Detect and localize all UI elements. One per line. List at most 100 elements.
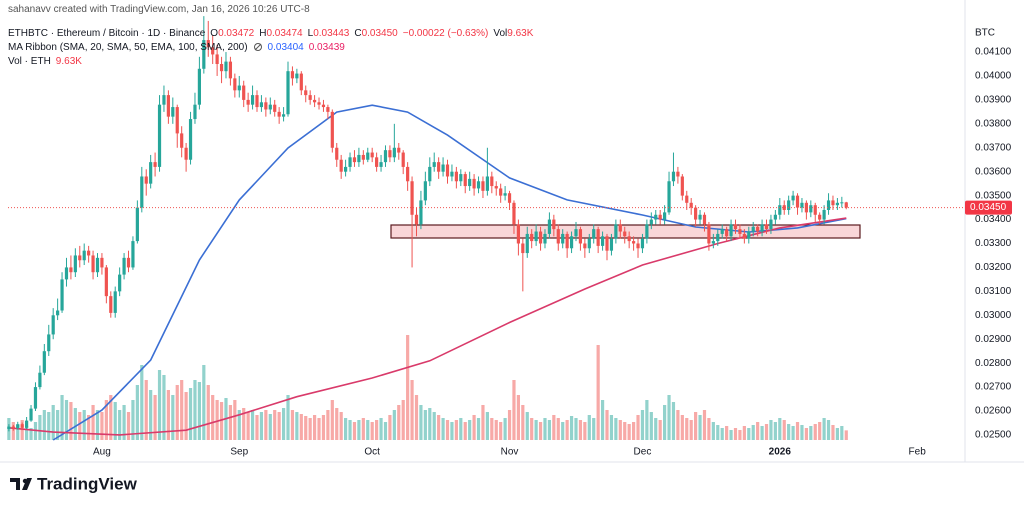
- candle-body: [224, 61, 228, 72]
- candle-body: [463, 174, 467, 187]
- y-tick-label: 0.03100: [975, 286, 1012, 297]
- candle-body: [188, 119, 193, 160]
- volume-bar: [494, 420, 498, 440]
- candle-body: [95, 257, 100, 273]
- candle-body: [228, 61, 233, 79]
- candle-body: [583, 243, 587, 249]
- volume-bar: [565, 420, 569, 440]
- volume-bar: [826, 420, 831, 440]
- symbol-row: ETHBTC · Ethereum / Bitcoin · 1D · Binan…: [8, 28, 533, 39]
- volume-bar: [25, 426, 29, 440]
- candle-body: [472, 178, 476, 189]
- candle-body: [113, 291, 117, 313]
- candle-body: [826, 200, 831, 210]
- volume-bar: [663, 405, 667, 440]
- volume-bar: [64, 400, 69, 440]
- ohlc-value: 0.03472: [218, 28, 255, 39]
- ohlc-value: 0.03443: [313, 28, 350, 39]
- volume-bar: [844, 430, 848, 440]
- candle-body: [16, 424, 20, 429]
- candle-body: [144, 176, 148, 184]
- candle-body: [445, 164, 450, 177]
- candle-body: [312, 99, 317, 103]
- candle-body: [122, 257, 126, 275]
- candle-body: [499, 188, 503, 196]
- candle-body: [47, 334, 51, 352]
- candle-body: [769, 219, 773, 230]
- volume-bar: [171, 395, 175, 440]
- x-tick-label: Aug: [93, 447, 111, 458]
- candle-body: [490, 176, 494, 187]
- candle-body: [561, 233, 565, 244]
- volume-bar: [361, 418, 365, 440]
- volume-bar: [317, 418, 321, 440]
- volume-bar: [109, 395, 113, 440]
- volume-bar: [69, 402, 73, 440]
- y-tick-label: 0.03500: [975, 190, 1012, 201]
- candle-body: [534, 231, 538, 242]
- candle-body: [738, 229, 742, 234]
- candle-body: [157, 104, 162, 167]
- volume-bar: [441, 418, 445, 440]
- candle-body: [716, 233, 720, 242]
- candle-body: [339, 159, 343, 172]
- volume-bar: [640, 410, 645, 440]
- candle-body: [237, 85, 241, 91]
- candle-body: [202, 40, 206, 69]
- volume-bar: [233, 400, 237, 440]
- volume-bar: [419, 405, 423, 440]
- candle-body: [131, 241, 135, 268]
- candle-body: [397, 147, 401, 153]
- support-zone: [390, 224, 861, 239]
- candle-body: [521, 243, 525, 254]
- volume-bar: [538, 422, 543, 440]
- volume-bar: [60, 395, 64, 440]
- candle-body: [787, 200, 791, 210]
- volume-bar: [769, 420, 773, 440]
- candle-body: [250, 95, 255, 105]
- ohlc-value: 0.03474: [266, 28, 303, 39]
- candle-body: [87, 250, 91, 256]
- candle-body: [118, 274, 122, 292]
- candle-body: [193, 104, 197, 120]
- candle-body: [592, 229, 596, 239]
- logo: TradingView: [10, 474, 138, 493]
- volume-bar: [352, 422, 357, 440]
- volume-bar: [246, 412, 250, 440]
- candle-body: [543, 233, 547, 244]
- hide-icon[interactable]: [253, 42, 263, 52]
- y-tick-label: 0.02500: [975, 430, 1012, 441]
- candle-body: [654, 214, 658, 220]
- candle-body: [450, 171, 454, 177]
- candle-body: [414, 214, 419, 225]
- volume-bar: [791, 426, 795, 440]
- volume-bar: [764, 424, 769, 440]
- volume-bar: [552, 415, 556, 440]
- volume-bar: [534, 420, 538, 440]
- volume-bar: [481, 405, 485, 440]
- candle-body: [831, 200, 835, 206]
- candle-body: [326, 107, 330, 112]
- candle-body: [406, 166, 410, 182]
- candle-body: [468, 178, 472, 187]
- volume-bar: [264, 410, 268, 440]
- volume-bar: [525, 412, 529, 440]
- volume-bar: [73, 408, 77, 440]
- volume-bar: [751, 425, 755, 440]
- volume-bar: [286, 395, 290, 440]
- candle-body: [11, 426, 15, 429]
- volume-bar: [671, 402, 676, 440]
- volume-bar: [627, 424, 631, 440]
- volume-bar: [29, 428, 33, 440]
- candle-body: [290, 71, 295, 79]
- candle-body: [742, 233, 746, 239]
- volume-bar: [308, 418, 312, 440]
- candle-body: [423, 181, 427, 201]
- candle-body: [600, 236, 605, 246]
- candle-body: [689, 202, 693, 208]
- volume-bar: [782, 420, 786, 440]
- volume-bar: [299, 414, 303, 440]
- candle-body: [375, 157, 379, 167]
